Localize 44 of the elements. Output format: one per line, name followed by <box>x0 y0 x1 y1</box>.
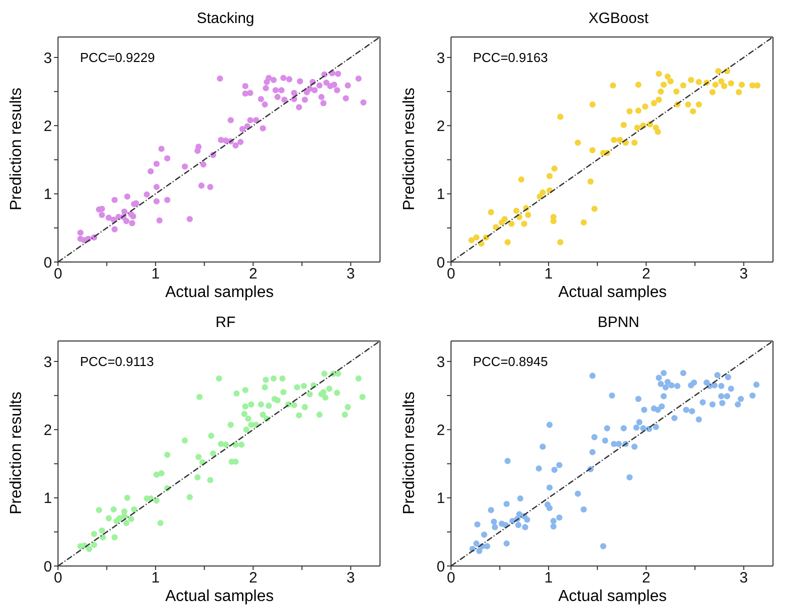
y-axis-title: Prediction results <box>401 392 419 514</box>
x-tick-label: 3 <box>346 266 355 283</box>
y-tick-label: 2 <box>44 422 52 439</box>
y-tick-label: 3 <box>44 354 52 371</box>
y-tick-label: 0 <box>436 558 445 576</box>
chart-title: Stacking <box>196 9 256 29</box>
annotation: PCC=0.9113 <box>80 354 154 369</box>
x-tick-label: 1 <box>151 266 160 283</box>
y-tick-label: 1 <box>436 490 445 508</box>
y-tick-label: 0 <box>44 254 52 272</box>
chart-title: RF <box>214 313 236 333</box>
x-tick-label: 3 <box>346 570 355 587</box>
y-tick-label: 1 <box>44 490 52 508</box>
y-tick-label: 3 <box>436 354 445 371</box>
x-axis-title: Actual samples <box>557 588 668 606</box>
annotation: PCC=0.9163 <box>473 50 548 65</box>
y-axis-title: Prediction results <box>401 88 419 210</box>
x-axis-title: Actual samples <box>164 588 275 606</box>
x-tick-label: 3 <box>740 266 748 283</box>
y-tick-label: 0 <box>436 254 445 272</box>
y-tick-label: 2 <box>44 118 52 135</box>
y-tick-label: 1 <box>436 186 445 204</box>
y-tick-label: 3 <box>44 50 52 67</box>
annotation: PCC=0.8945 <box>473 354 548 369</box>
x-tick-label: 2 <box>248 570 258 587</box>
x-axis-title: Actual samples <box>164 284 275 302</box>
y-tick-label: 0 <box>44 558 52 576</box>
y-axis-title: Prediction results <box>8 392 26 514</box>
y-tick-label: 2 <box>436 118 445 135</box>
annotation: PCC=0.9229 <box>80 50 155 65</box>
y-tick-label: 3 <box>436 50 445 67</box>
y-tick-label: 2 <box>436 422 445 439</box>
x-tick-label: 1 <box>544 266 553 283</box>
chart-title: XGBoost <box>587 9 650 29</box>
x-tick-label: 2 <box>248 266 258 283</box>
x-axis-title: Actual samples <box>557 284 668 302</box>
x-tick-label: 2 <box>642 570 650 587</box>
y-axis-title: Prediction results <box>8 88 26 210</box>
y-tick-label: 1 <box>44 186 52 204</box>
x-tick-label: 2 <box>642 266 650 283</box>
x-tick-label: 3 <box>740 570 748 587</box>
chart-title: BPNN <box>596 313 640 333</box>
x-tick-label: 1 <box>544 570 553 587</box>
x-tick-label: 1 <box>151 570 160 587</box>
